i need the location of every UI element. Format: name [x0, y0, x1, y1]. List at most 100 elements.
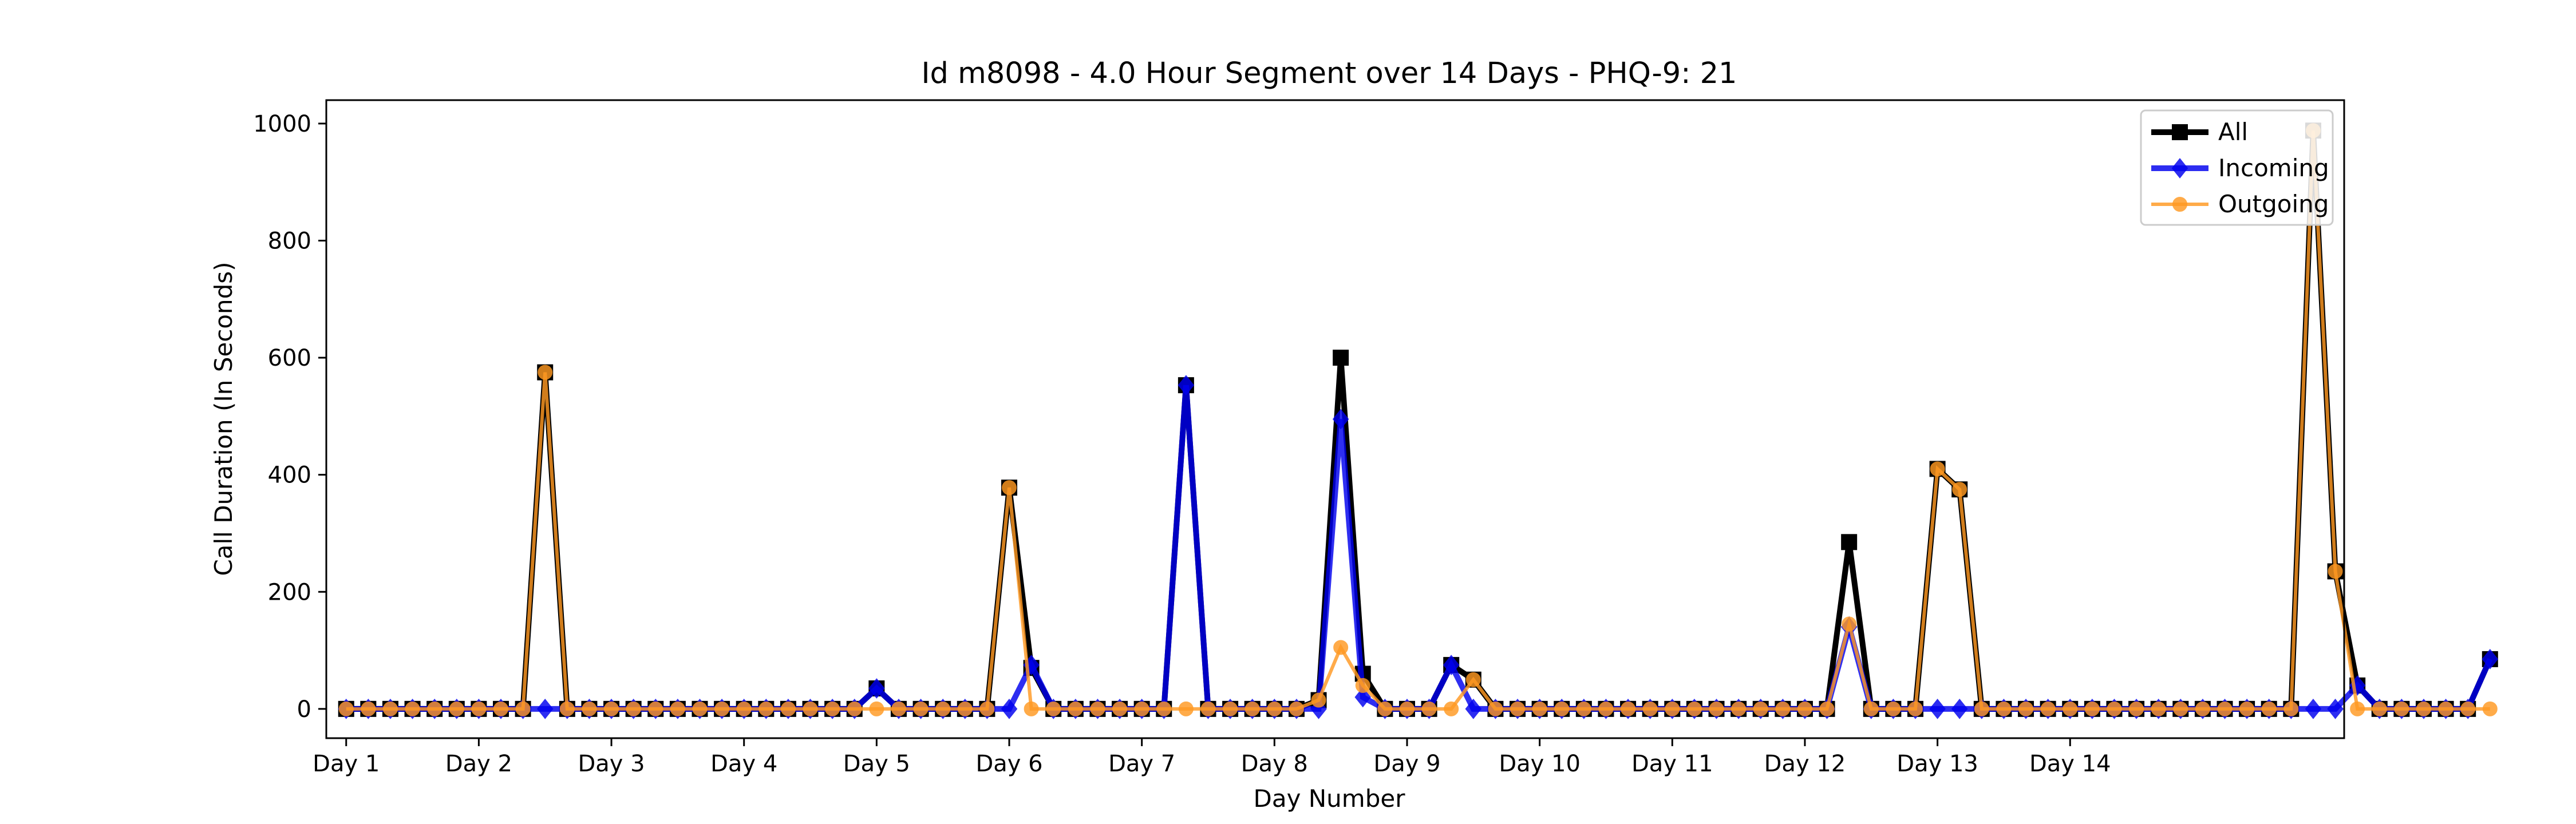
- data-point: [891, 701, 906, 716]
- data-point: [1068, 701, 1083, 716]
- data-point: [538, 365, 553, 380]
- data-point: [1554, 701, 1570, 716]
- legend-entry: Outgoing: [2151, 190, 2329, 218]
- data-point: [1333, 350, 1349, 366]
- data-point: [1797, 701, 1812, 716]
- data-point: [2173, 701, 2188, 716]
- data-point: [935, 701, 951, 716]
- axes: Day 1 Day 2 Day 3 Day 4 Day 5 Day 6 Day 7 Day 8…: [253, 111, 2111, 777]
- data-point: [1886, 701, 1901, 716]
- data-point: [493, 701, 509, 716]
- legend-label: Outgoing: [2218, 190, 2329, 218]
- x-tick-label: Day 3: [578, 751, 645, 777]
- x-tick-label: Day 11: [1631, 751, 1713, 777]
- data-point: [1178, 375, 1195, 396]
- data-point: [1112, 701, 1128, 716]
- x-tick-label: Day 14: [2029, 751, 2111, 777]
- data-point: [2328, 564, 2343, 579]
- data-point: [1178, 701, 1194, 716]
- data-point: [1775, 701, 1791, 716]
- data-point: [1996, 701, 2012, 716]
- x-tick-label: Day 7: [1108, 751, 1175, 777]
- data-point: [1134, 701, 1149, 716]
- data-point: [1621, 701, 1636, 716]
- data-point: [1510, 701, 1526, 716]
- data-point: [2063, 701, 2078, 716]
- data-point: [382, 701, 398, 716]
- legend-label: Incoming: [2218, 154, 2329, 182]
- x-tick-label: Day 13: [1897, 751, 1978, 777]
- data-point: [559, 701, 575, 716]
- y-tick-label: 200: [268, 579, 311, 605]
- data-point: [714, 701, 730, 716]
- x-tick-label: Day 4: [710, 751, 777, 777]
- data-point: [2151, 701, 2166, 716]
- data-point: [979, 701, 995, 716]
- data-point: [1642, 701, 1658, 716]
- data-point: [1001, 699, 1018, 719]
- data-point: [1200, 701, 1216, 716]
- legend: All Incoming Outgoing: [2140, 109, 2334, 226]
- data-point: [1354, 687, 1372, 708]
- data-point: [648, 701, 663, 716]
- data-point: [1974, 701, 1989, 716]
- y-tick-label: 0: [297, 696, 311, 723]
- data-point: [471, 701, 487, 716]
- x-tick-label: Day 2: [445, 751, 512, 777]
- legend-marker: [2172, 124, 2188, 140]
- data-point: [1377, 701, 1393, 716]
- data-point: [1842, 616, 1857, 632]
- data-point: [1223, 701, 1238, 716]
- data-point: [1952, 482, 1967, 497]
- data-point: [405, 701, 420, 716]
- data-point: [2018, 701, 2034, 716]
- data-point: [758, 701, 774, 716]
- data-point: [1731, 701, 1747, 716]
- data-point: [1465, 699, 1482, 719]
- x-tick-label: Day 12: [1764, 751, 1846, 777]
- data-point: [1332, 409, 1349, 430]
- data-point: [1753, 701, 1768, 716]
- legend-marker: [2172, 197, 2187, 212]
- data-point: [1665, 701, 1680, 716]
- y-tick-label: 400: [268, 462, 311, 489]
- x-tick-label: Day 9: [1373, 751, 1440, 777]
- data-point: [2129, 701, 2144, 716]
- data-point: [2239, 701, 2255, 716]
- legend-label: All: [2218, 118, 2248, 146]
- data-point: [2416, 701, 2431, 716]
- legend-entry: Incoming: [2151, 154, 2329, 182]
- data-point: [1024, 701, 1039, 716]
- data-point: [2394, 701, 2409, 716]
- data-point: [626, 701, 641, 716]
- data-point: [1311, 692, 1326, 708]
- data-point: [1421, 701, 1437, 716]
- data-point: [2195, 701, 2210, 716]
- data-point: [692, 701, 708, 716]
- data-point: [604, 701, 619, 716]
- data-point: [670, 701, 685, 716]
- data-point: [2460, 701, 2476, 716]
- plot-area: [338, 122, 2499, 719]
- data-point: [2107, 701, 2122, 716]
- data-point: [1289, 701, 1304, 716]
- data-point: [2372, 701, 2387, 716]
- data-point: [2482, 701, 2498, 716]
- data-point: [1355, 678, 1370, 693]
- data-point: [1576, 701, 1591, 716]
- data-point: [1863, 701, 1879, 716]
- x-tick-label: Day 10: [1499, 751, 1581, 777]
- data-point: [536, 699, 554, 719]
- series-line: [346, 385, 2493, 712]
- plot-frame: [325, 99, 2345, 739]
- data-point: [1090, 701, 1105, 716]
- data-point: [825, 701, 840, 716]
- data-point: [1399, 701, 1415, 716]
- data-point: [1598, 701, 1614, 716]
- x-tick-label: Day 5: [843, 751, 910, 777]
- data-point: [1841, 534, 1858, 550]
- x-tick-label: Day 1: [313, 751, 380, 777]
- data-point: [515, 701, 531, 716]
- data-point: [2482, 649, 2499, 670]
